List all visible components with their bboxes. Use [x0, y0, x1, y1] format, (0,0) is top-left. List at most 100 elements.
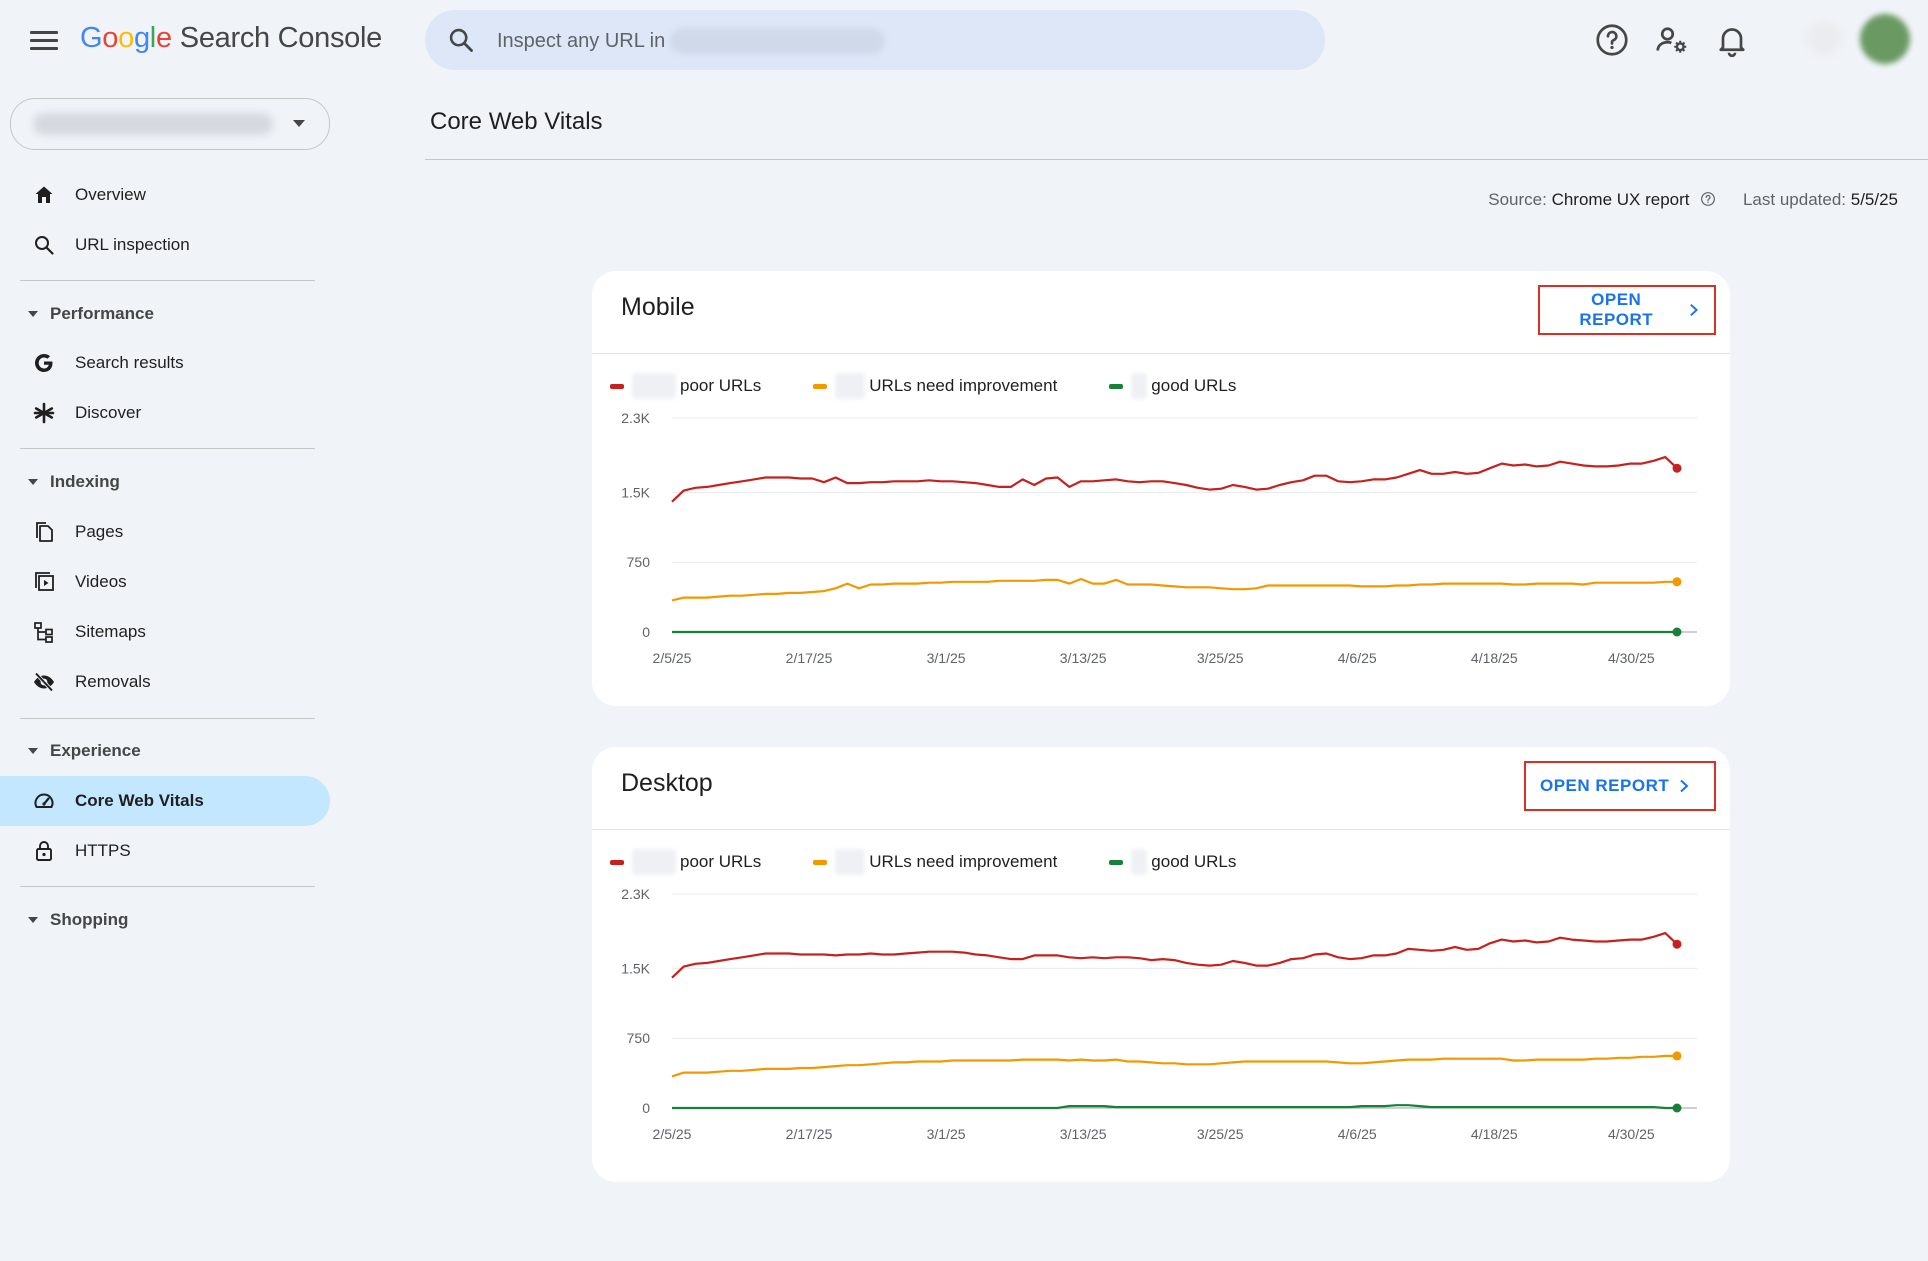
- series-end-point[interactable]: [1672, 577, 1682, 587]
- redacted-count: [1131, 373, 1148, 399]
- last-updated-value: 5/5/25: [1850, 190, 1898, 209]
- x-tick-label: 2/17/25: [786, 650, 833, 666]
- chevron-down-icon: [293, 120, 305, 127]
- report-meta: Source: Chrome UX report Last updated: 5…: [1488, 190, 1898, 210]
- redacted-property-label: [33, 113, 273, 135]
- card-divider: [592, 829, 1730, 830]
- redacted-count: [1131, 849, 1148, 875]
- avatar[interactable]: [1860, 14, 1910, 64]
- y-tick-label: 2.3K: [621, 410, 650, 426]
- caret-down-icon: [28, 917, 38, 923]
- menu-icon[interactable]: [28, 26, 60, 54]
- sidebar-section-label: Experience: [50, 741, 141, 760]
- x-tick-label: 4/30/25: [1608, 1126, 1655, 1142]
- page-title: Core Web Vitals: [430, 108, 603, 135]
- manage-users-icon[interactable]: [1654, 22, 1690, 58]
- sidebar-item-sitemaps[interactable]: Sitemaps: [0, 607, 330, 657]
- videos-icon: [35, 572, 54, 591]
- sidebar-section-experience[interactable]: Experience: [0, 731, 330, 771]
- desktop-card: Desktop OPEN REPORT poor URLs URLs need …: [592, 747, 1730, 1182]
- redacted-count: [835, 849, 866, 875]
- logo-letter: G: [80, 22, 103, 54]
- x-tick-label: 3/1/25: [927, 650, 966, 666]
- x-tick-label: 4/18/25: [1471, 1126, 1518, 1142]
- sidebar-item-removals[interactable]: Removals: [0, 657, 330, 707]
- property-selector[interactable]: [10, 98, 330, 150]
- sidebar-item-label: Videos: [75, 572, 127, 591]
- sidebar-item-discover[interactable]: Discover: [0, 388, 330, 438]
- legend-item-poor[interactable]: poor URLs: [610, 849, 761, 875]
- sidebar-section-label: Performance: [50, 304, 154, 323]
- top-app-bar: Google Search Console: [0, 0, 1928, 84]
- help-icon[interactable]: [1594, 22, 1630, 58]
- x-tick-label: 3/1/25: [927, 1126, 966, 1142]
- x-tick-label: 2/5/25: [653, 1126, 692, 1142]
- logo-letter: l: [149, 22, 156, 54]
- open-report-button[interactable]: OPEN REPORT: [1538, 285, 1716, 335]
- search-icon: [35, 236, 54, 255]
- y-tick-label: 750: [627, 1030, 651, 1046]
- sidebar-item-search-results[interactable]: Search results: [0, 338, 330, 388]
- legend-item-needs-improvement[interactable]: URLs need improvement: [813, 373, 1057, 399]
- caret-down-icon: [28, 311, 38, 317]
- legend-swatch: [1109, 859, 1124, 865]
- series-line-good[interactable]: [672, 1104, 1677, 1110]
- logo-letter: g: [133, 22, 150, 54]
- sidebar-section-indexing[interactable]: Indexing: [0, 462, 330, 502]
- home-icon: [35, 186, 53, 203]
- x-tick-label: 2/17/25: [786, 1126, 833, 1142]
- sitemaps-icon: [34, 622, 53, 643]
- redacted-property-name: [670, 28, 885, 54]
- x-tick-label: 4/6/25: [1338, 1126, 1377, 1142]
- help-icon[interactable]: [1700, 191, 1716, 207]
- caret-down-icon: [28, 479, 38, 485]
- sidebar-item-core-web-vitals[interactable]: Core Web Vitals: [0, 776, 330, 826]
- last-updated-label: Last updated:: [1742, 190, 1846, 209]
- series-end-point[interactable]: [1672, 627, 1682, 637]
- sidebar-section-performance[interactable]: Performance: [0, 294, 330, 334]
- series-end-point[interactable]: [1672, 1051, 1682, 1061]
- notifications-icon[interactable]: [1714, 22, 1750, 58]
- sidebar-section-label: Indexing: [50, 472, 120, 491]
- y-tick-label: 0: [642, 1100, 650, 1116]
- series-end-point[interactable]: [1672, 939, 1682, 949]
- open-report-button[interactable]: OPEN REPORT: [1524, 761, 1716, 811]
- sidebar-section-shopping[interactable]: Shopping: [0, 900, 330, 940]
- x-tick-label: 4/30/25: [1608, 650, 1655, 666]
- logo-letter: o: [118, 22, 134, 54]
- series-line-needs-improvement[interactable]: [671, 577, 1677, 602]
- sidebar-item-overview[interactable]: Overview: [0, 170, 330, 220]
- sidebar-item-videos[interactable]: Videos: [0, 557, 330, 607]
- series-end-point[interactable]: [1672, 1103, 1682, 1113]
- y-tick-label: 1.5K: [621, 960, 650, 976]
- series-line-poor[interactable]: [671, 455, 1678, 503]
- sidebar-item-label: Overview: [75, 185, 146, 204]
- caret-down-icon: [28, 748, 38, 754]
- desktop-chart: 0 750 1.5K 2.3K 2/5/25 2/17/25 3/1/25 3/13/25 3/…: [621, 886, 1697, 1142]
- legend-item-needs-improvement[interactable]: URLs need improvement: [813, 849, 1057, 875]
- logo[interactable]: Google Search Console: [80, 22, 382, 55]
- search-icon[interactable]: [447, 26, 475, 54]
- series-line-needs-improvement[interactable]: [671, 1054, 1677, 1078]
- legend-item-good[interactable]: good URLs: [1109, 373, 1236, 399]
- redacted-count: [835, 373, 866, 399]
- legend-item-good[interactable]: good URLs: [1109, 849, 1236, 875]
- apps-icon[interactable]: [1806, 20, 1842, 56]
- google-g-icon: [35, 354, 53, 372]
- x-tick-label: 3/25/25: [1197, 1126, 1244, 1142]
- pages-icon: [36, 522, 53, 542]
- url-inspection-search[interactable]: [425, 10, 1325, 72]
- sidebar-item-label: URL inspection: [75, 235, 190, 254]
- legend-label: good URLs: [1151, 376, 1237, 395]
- legend-item-poor[interactable]: poor URLs: [610, 373, 761, 399]
- legend-swatch: [1109, 383, 1124, 389]
- sidebar-item-label: Removals: [75, 672, 151, 691]
- sidebar-item-pages[interactable]: Pages: [0, 507, 330, 557]
- redacted-count: [632, 849, 676, 875]
- sidebar-item-https[interactable]: HTTPS: [0, 826, 330, 876]
- legend-label: poor URLs: [680, 852, 762, 871]
- series-end-point[interactable]: [1672, 463, 1682, 473]
- sidebar-item-url-inspection[interactable]: URL inspection: [0, 220, 330, 270]
- sidebar-item-label: HTTPS: [75, 841, 131, 860]
- series-line-poor[interactable]: [671, 931, 1678, 979]
